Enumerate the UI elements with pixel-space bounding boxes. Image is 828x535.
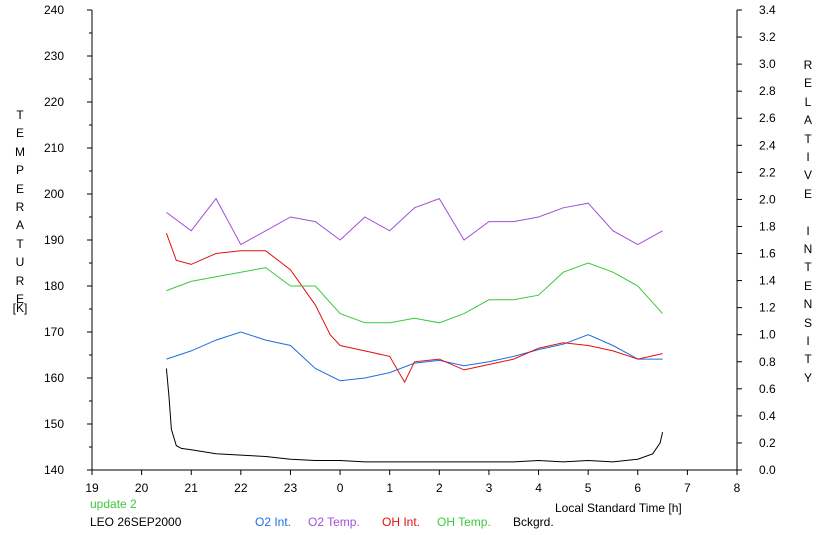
axis-label-letter: I [806,150,810,164]
series-line-oh-temp [166,262,663,324]
left-tick-label: 210 [44,141,64,155]
x-tick-label: 7 [684,481,691,495]
right-tick-label: 0.4 [759,409,776,423]
x-tick-label: 19 [85,481,99,495]
x-tick-label: 2 [436,481,443,495]
axis-label-letter: T [16,236,24,251]
x-tick-label: 3 [486,481,493,495]
axis-label-letter: A [803,113,812,128]
right-tick-label: 0.0 [759,463,776,477]
legend-entry: OH Temp. [437,515,491,529]
right-tick-label: 2.4 [759,138,776,152]
axes-group [87,9,742,475]
x-tick-label: 23 [284,481,298,495]
axis-label-letter: M [15,144,25,159]
series-line-o2-int [166,331,663,382]
axis-label-letter: N [803,297,813,312]
x-tick-label: 22 [234,481,248,495]
axis-label-letter: A [15,218,24,233]
x-tick-label: 6 [634,481,641,495]
right-tick-label: 1.2 [759,301,776,315]
axis-label-letter: E [803,278,812,293]
left-axis-unit: [K] [12,301,28,315]
legend-entry: O2 Temp. [308,515,360,529]
axis-label-letter: R [15,200,25,214]
axis-label-letter: E [803,76,812,91]
left-tick-label: 190 [44,233,64,247]
update-label: update 2 [90,497,137,511]
axis-label-letter: P [15,163,24,178]
x-tick-labels: 19 20 21 22 23 0 1 2 3 4 5 6 7 8 [85,481,740,495]
station-date: LEO 26SEP2000 [90,515,182,529]
left-tick-label: 140 [44,463,64,477]
axis-label-letter: V [803,168,812,183]
x-tick-label: 5 [585,481,592,495]
axis-label-letter: I [806,334,810,348]
x-tick-label: 21 [185,481,199,495]
axis-label-letter: S [803,315,812,330]
left-tick-label: 220 [44,95,64,109]
left-tick-label: 170 [44,325,64,339]
right-tick-label: 2.8 [759,84,776,98]
left-y-tick-labels: 140 150 160 170 180 190 200 210 220 230 240 [44,3,64,477]
x-tick-label: 4 [535,481,542,495]
axis-label-letter: U [15,255,25,270]
axis-label-letter: T [804,131,812,146]
right-tick-label: 0.8 [759,355,776,369]
right-tick-label: 2.6 [759,111,776,125]
left-tick-label: 240 [44,3,64,17]
axis-label-letter: T [804,352,812,367]
left-tick-label: 230 [44,49,64,63]
axis-label-letter: T [804,260,812,275]
x-tick-label: 20 [135,481,149,495]
series-line-oh-int [165,233,663,384]
right-tick-label: 1.0 [759,328,776,342]
right-tick-label: 3.2 [759,30,776,44]
legend-entry: OH Int. [382,515,420,529]
axis-label-letter: R [803,58,813,72]
right-tick-label: 1.8 [759,219,776,233]
axis-label-letter: I [806,223,810,238]
right-y-tick-labels: 0.0 0.2 0.4 0.6 0.8 1.0 1.2 1.4 1.6 1.8 2.0 2.2 2.4 2… [759,3,776,477]
x-tick-label: 0 [337,481,344,495]
axis-label-letter: L [804,94,812,109]
axis-label-letter: E [15,126,24,141]
series-line-o2-temp [166,197,663,246]
axis-label-letter: R [15,273,25,288]
axis-label-letter: T [16,108,24,122]
right-tick-label: 0.6 [759,382,776,396]
right-tick-label: 3.4 [759,3,776,17]
legend-entry: O2 Int. [255,515,291,529]
axis-label-letter: E [803,186,812,201]
right-tick-label: 2.0 [759,192,776,206]
left-tick-label: 150 [44,417,64,431]
right-tick-label: 0.2 [759,436,776,450]
x-axis-label: Local Standard Time [h] [555,501,682,515]
legend: O2 Int. O2 Temp. OH Int. OH Temp. Bckgrd. [255,515,554,529]
right-tick-label: 1.6 [759,247,776,261]
left-tick-label: 160 [44,371,64,385]
axis-label-letter: N [803,242,813,256]
axis-label-letter: E [15,292,24,306]
axis-label-letter: Y [803,370,812,385]
series-lines [165,197,664,463]
axis-label-letter: E [15,181,24,196]
legend-entry: Bckgrd. [513,515,554,529]
x-tick-label: 8 [734,481,741,495]
right-tick-label: 2.2 [759,165,776,179]
series-line-bckgrd [165,368,664,463]
x-tick-label: 1 [386,481,393,495]
right-tick-label: 1.4 [759,274,776,288]
left-tick-label: 180 [44,279,64,293]
right-tick-label: 3.0 [759,57,776,71]
left-tick-label: 200 [44,187,64,201]
